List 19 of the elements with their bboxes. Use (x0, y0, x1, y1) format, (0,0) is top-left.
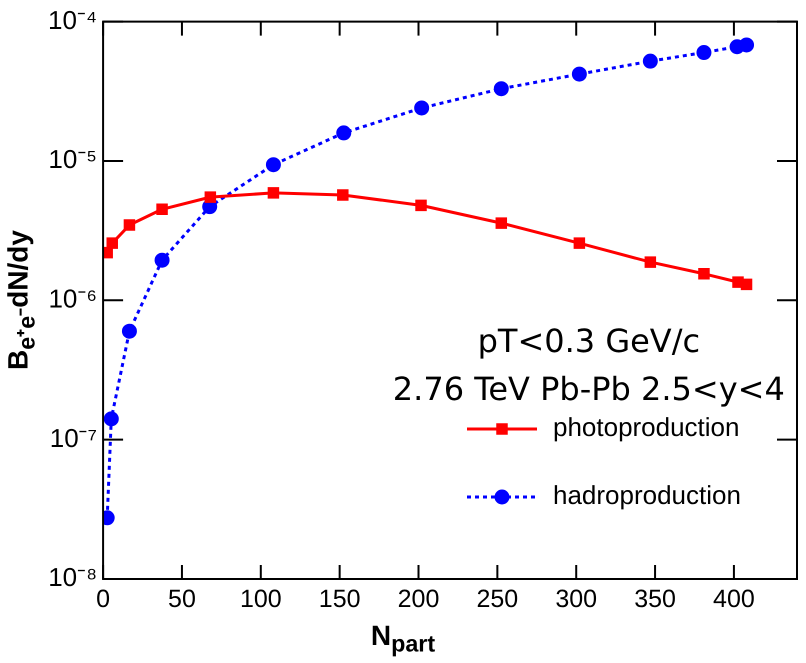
x-tick-label: 150 (318, 584, 361, 613)
y-tick-label: 10⁻⁴ (48, 4, 98, 35)
x-tick-label: 250 (476, 584, 518, 613)
x-tick-label: 300 (555, 584, 598, 613)
x-axis-title: N$_{part}$ (370, 620, 436, 658)
legend-label: hadroproduction (553, 480, 741, 510)
annotation: pT<0.3 GeV/c (478, 322, 700, 360)
annotation: 2.76 TeV Pb-Pb 2.5<y<4 (392, 370, 785, 408)
y-tick-label: 10⁻⁷ (50, 422, 98, 453)
x-tick-label: 200 (398, 584, 440, 613)
x-tick-label: 0 (96, 584, 110, 613)
x-tick-label: 100 (240, 584, 282, 613)
y-tick-label: 10⁻⁵ (48, 144, 98, 174)
y-tick-label: 10⁻⁸ (48, 562, 98, 592)
x-tick-label: 400 (713, 584, 755, 613)
y-tick-label: 10⁻⁶ (48, 283, 98, 314)
legend-label: photoproduction (553, 412, 740, 442)
x-tick-label: 50 (168, 584, 196, 613)
x-tick-label: 350 (634, 584, 676, 613)
